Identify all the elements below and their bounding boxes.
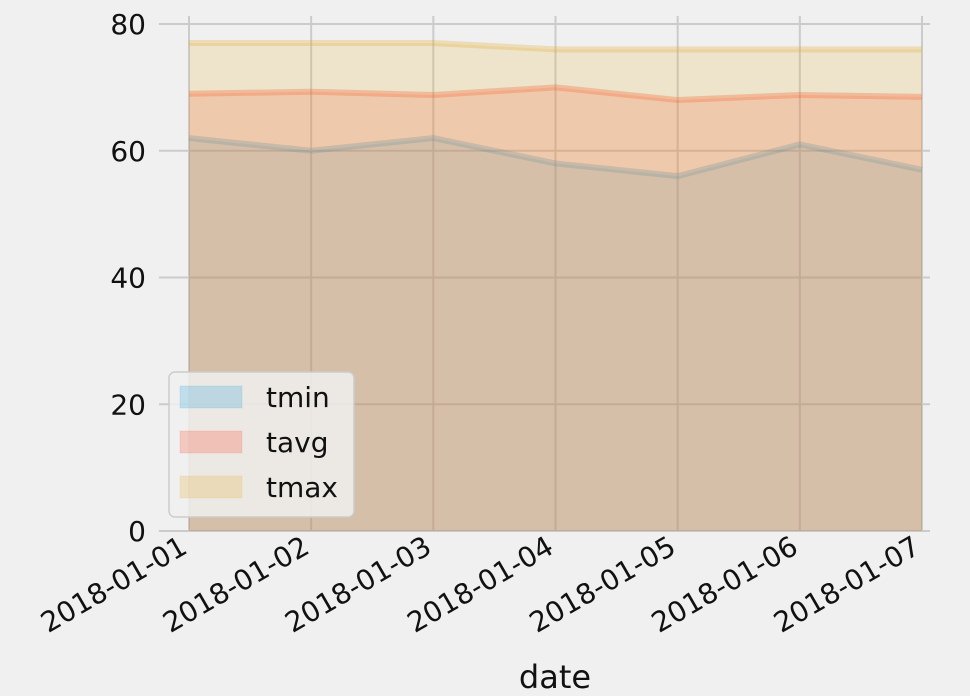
x-axis-label: date (519, 658, 591, 696)
line-tavg (188, 84, 923, 104)
area-tmax (189, 43, 922, 531)
legend-swatch-tavg (179, 430, 243, 454)
legend-frame (168, 371, 355, 518)
y-tick-label: 0 (128, 515, 146, 548)
y-tick-label: 80 (110, 8, 146, 41)
legend-label-tmin: tmin (266, 381, 330, 414)
legend-swatch-tmin (179, 385, 243, 409)
y-tick-label: 40 (110, 262, 146, 295)
area-tmin (189, 138, 922, 531)
legend-label-tmax: tmax (266, 471, 338, 504)
legend: tmin tavg tmax (168, 371, 355, 518)
legend-swatch-tmax (179, 475, 243, 499)
legend-label-tavg: tavg (266, 426, 328, 459)
area-tavg (189, 87, 922, 531)
x-axis-ticks: 2018-01-012018-01-022018-01-032018-01-04… (35, 529, 925, 639)
line-tmin (188, 135, 923, 180)
y-tick-label: 60 (110, 135, 146, 168)
series-areas (188, 40, 923, 531)
line-tmax (189, 40, 922, 53)
y-tick-label: 20 (110, 388, 146, 421)
y-axis-ticks: 0 20 40 60 80 (110, 8, 146, 548)
